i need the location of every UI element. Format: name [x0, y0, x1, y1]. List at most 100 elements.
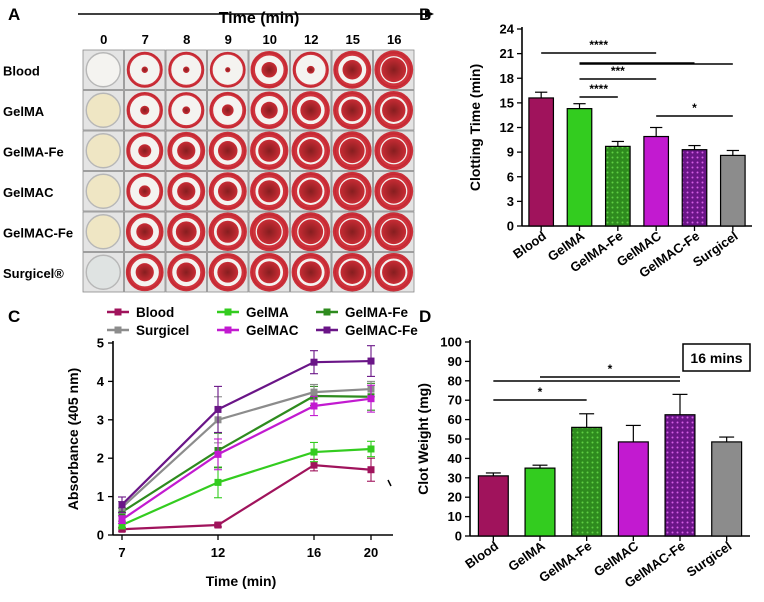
panel-a-label: A — [8, 5, 20, 24]
well-ring — [374, 131, 414, 171]
clot — [381, 138, 407, 164]
bar — [617, 441, 649, 537]
well-ring — [332, 171, 372, 211]
clot — [217, 261, 239, 283]
well-ring — [291, 91, 330, 130]
time-column-label: 10 — [263, 32, 277, 47]
y-tick-label: 100 — [440, 335, 462, 350]
y-tick-label: 60 — [448, 412, 462, 427]
data-point — [367, 445, 375, 453]
legend-swatch-marker — [323, 326, 331, 334]
series-line — [121, 447, 372, 527]
legend-label: GelMA — [246, 305, 289, 320]
sample-row-label: GelMAC-Fe — [3, 225, 73, 240]
x-tick-label: GelMA-Fe — [536, 538, 594, 585]
clot — [177, 141, 196, 160]
clot — [298, 219, 324, 245]
y-tick-label: 90 — [448, 354, 462, 369]
well-ring — [291, 253, 330, 292]
well-ring — [333, 91, 372, 130]
well-ring — [167, 253, 206, 292]
y-axis-title: Clot Weight (mg) — [415, 383, 431, 495]
bar — [604, 145, 631, 227]
legend-label: Surgicel — [136, 323, 189, 338]
data-point — [310, 358, 318, 366]
well-ring — [333, 50, 372, 89]
x-axis-title: Time (min) — [206, 573, 277, 589]
well-ring — [209, 51, 246, 88]
clot — [341, 99, 364, 122]
series-line — [121, 387, 372, 509]
data-point — [214, 450, 222, 458]
clot — [300, 99, 322, 121]
clot — [342, 60, 362, 80]
bar — [643, 135, 670, 227]
panel-a-time-title: Time (min) — [219, 10, 300, 27]
data-point — [214, 478, 222, 486]
x-tick-label: 12 — [211, 545, 225, 560]
panel-b-clotting-time-chart: B 0 3 6 9 12 15 18 21 24 Clotting Time (min) Blood… — [419, 5, 752, 281]
time-column-label: 12 — [304, 32, 318, 47]
y-tick-label: 0 — [97, 528, 104, 543]
well-ring — [208, 212, 247, 251]
clot — [141, 66, 148, 73]
well-ring — [126, 51, 163, 88]
data-point — [310, 402, 318, 410]
well-ring — [332, 131, 372, 171]
clot — [138, 185, 151, 198]
data-point — [310, 448, 318, 456]
bar — [477, 475, 509, 537]
clot — [299, 179, 323, 203]
data-point — [367, 357, 375, 365]
x-tick-label: 16 — [307, 545, 321, 560]
y-axis-title: Absorbance (405 nm) — [65, 368, 81, 510]
panel-c-label: C — [8, 307, 20, 326]
legend-label: GelMA-Fe — [345, 305, 408, 320]
significance-label: * — [608, 362, 613, 376]
clot — [306, 65, 315, 74]
panel-d-clot-weight-chart: D 0 10 20 30 40 50 60 70 80 90 100 Clot Weight (mg)… — [415, 307, 751, 591]
x-tick-label: Blood — [462, 538, 501, 571]
well-ring — [374, 212, 414, 252]
annotation-text: 16 mins — [690, 350, 742, 366]
time-column-label: 8 — [183, 32, 190, 47]
clot — [258, 180, 281, 203]
bar — [664, 414, 696, 537]
bar — [528, 97, 555, 227]
y-tick-label: 15 — [500, 95, 514, 110]
clot — [381, 178, 407, 204]
clot — [183, 66, 190, 73]
clot — [177, 182, 196, 201]
well — [85, 133, 121, 169]
well-ring — [250, 51, 288, 89]
well — [85, 254, 121, 290]
y-tick-label: 9 — [507, 145, 514, 160]
x-tick-label: 7 — [118, 545, 125, 560]
data-point — [214, 405, 222, 413]
x-tick-label: 20 — [364, 545, 378, 560]
sample-row-label: Blood — [3, 63, 40, 78]
y-tick-label: 1 — [97, 489, 104, 504]
clot — [216, 220, 239, 243]
bar — [681, 149, 708, 227]
well-ring — [125, 253, 164, 292]
x-tick-label: Blood — [510, 228, 549, 261]
y-tick-label: 10 — [448, 509, 462, 524]
well-ring — [209, 91, 247, 129]
y-tick-label: 0 — [455, 529, 462, 544]
y-tick-label: 50 — [448, 432, 462, 447]
well-ring — [374, 252, 414, 292]
data-point — [367, 395, 375, 403]
legend-label: GelMAC — [246, 323, 299, 338]
panel-d-label: D — [419, 307, 431, 326]
y-tick-label: 40 — [448, 451, 462, 466]
well-ring — [374, 50, 414, 90]
bar — [711, 441, 743, 537]
y-tick-label: 5 — [97, 336, 104, 351]
well-ring — [332, 212, 372, 252]
significance-label: * — [538, 385, 543, 399]
well-ring — [168, 92, 205, 129]
clot — [175, 221, 197, 243]
well-ring — [250, 131, 289, 170]
